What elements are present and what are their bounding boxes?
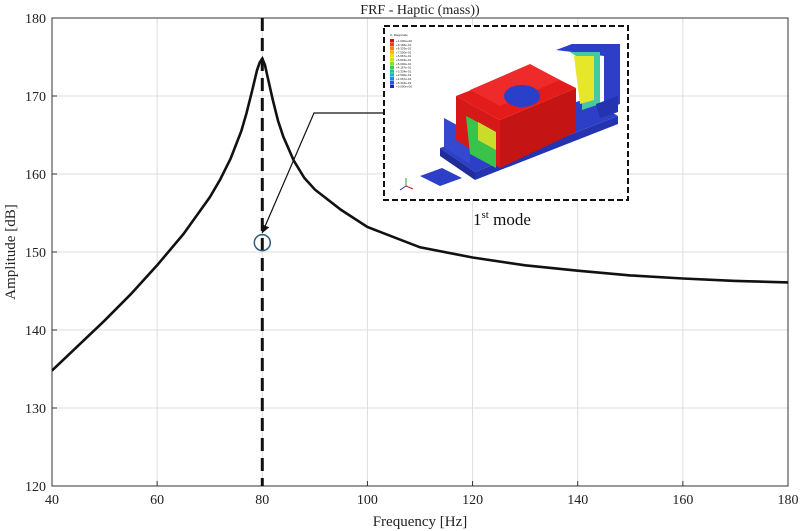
legend-value: +9.166e-01 [396,43,412,47]
x-tick-label: 160 [672,493,693,508]
y-tick-label: 120 [25,480,46,495]
fe-model-picture [399,44,620,191]
mode-marker-circle [253,233,272,252]
inset-caption: 1st mode [473,209,531,229]
inset-caption-superscript: st [482,209,489,221]
x-tick-label: 100 [357,493,378,508]
legend-swatch [390,84,394,88]
x-axis-title: Frequency [Hz] [373,514,468,530]
legend-value: +2.500e-01 [396,73,412,77]
y-tick-label: 160 [25,168,46,183]
x-tick-label: 40 [45,493,59,508]
legend-value: +7.500e-01 [396,50,412,54]
legend-swatch [390,77,394,81]
y-tick-label: 150 [25,246,46,261]
x-ticks: 40 60 80 100 120 140 160 180 [45,481,799,508]
legend-swatch [390,39,394,43]
legend-swatch [390,73,394,77]
inset-caption-main: 1 [473,210,482,229]
legend-value: +3.334e-01 [396,69,412,73]
chart-title: FRF - Haptic (mass)) [360,3,480,18]
y-tick-label: 180 [25,12,46,27]
legend-value: +5.000e-01 [396,62,412,66]
y-tick-label: 140 [25,324,46,339]
y-ticks: 120 130 140 150 160 170 180 [25,12,57,495]
legend-value: +8.333e-01 [396,47,412,51]
inset-caption-rest: mode [489,210,531,229]
series-line-frf [52,55,788,372]
legend-swatch [390,61,394,66]
y-tick-label: 170 [25,90,46,105]
legend-swatch [390,50,394,54]
legend-value: +1.667e-01 [396,77,412,81]
legend-value: +0.000e+00 [396,85,412,89]
legend-swatch [390,42,394,47]
legend-swatch [390,58,394,62]
y-tick-label: 130 [25,402,46,417]
inset-color-legend: U, Magnitude +1.000e+00+9.166e-01+8.333e… [390,33,412,89]
legend-swatch [390,54,394,58]
annotation-arrow [261,112,384,234]
x-tick-label: 60 [150,493,164,508]
legend-swatch [390,65,394,69]
legend-swatch [390,46,394,50]
x-tick-label: 180 [778,493,799,508]
x-tick-label: 120 [462,493,483,508]
legend-swatch [390,69,394,73]
x-tick-label: 80 [255,493,269,508]
legend-value: +8.334e-02 [396,81,412,85]
y-axis-title: Amplitude [dB] [3,204,19,299]
legend-swatch [390,80,394,85]
mode-shape-inset: U, Magnitude +1.000e+00+9.166e-01+8.333e… [383,25,629,201]
x-tick-label: 140 [567,493,588,508]
inset-legend-title: U, Magnitude [390,33,408,37]
legend-value: +1.000e+00 [396,39,412,43]
legend-value: +4.167e-01 [396,66,412,70]
legend-value: +5.834e-01 [396,58,412,62]
legend-value: +6.667e-01 [396,54,412,58]
